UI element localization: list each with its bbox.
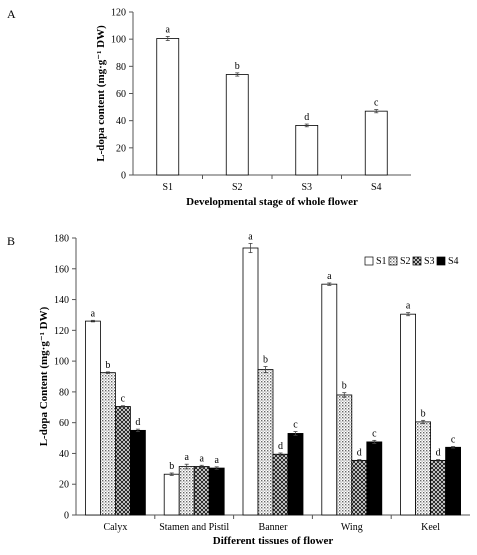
legend-label: S1 bbox=[376, 256, 387, 267]
bar bbox=[100, 372, 116, 516]
y-tick-label: 180 bbox=[54, 234, 69, 245]
bar bbox=[321, 283, 338, 516]
y-tick-label: 40 bbox=[59, 449, 69, 460]
significance-label: a bbox=[214, 455, 219, 466]
legend-label: S2 bbox=[400, 256, 411, 267]
significance-label: a bbox=[199, 453, 204, 464]
legend-label: S4 bbox=[448, 256, 459, 267]
legend-swatch bbox=[388, 256, 398, 266]
y-tick-label: 160 bbox=[54, 264, 69, 275]
significance-label: a bbox=[166, 24, 171, 35]
panel-letter: B bbox=[7, 234, 15, 248]
bar bbox=[287, 433, 304, 516]
bar bbox=[430, 459, 447, 516]
legend-label: S3 bbox=[424, 256, 435, 267]
significance-label: d bbox=[304, 112, 309, 123]
significance-label: d bbox=[278, 441, 283, 452]
bar bbox=[85, 320, 101, 516]
y-tick-label: 0 bbox=[121, 171, 126, 182]
y-tick-label: 80 bbox=[59, 387, 69, 398]
x-axis-title: Different tissues of flower bbox=[213, 535, 334, 547]
y-tick-label: 100 bbox=[111, 35, 126, 46]
bar bbox=[351, 459, 368, 516]
significance-label: a bbox=[184, 452, 189, 463]
y-tick-label: 20 bbox=[116, 143, 126, 154]
bar bbox=[272, 453, 289, 516]
x-tick-label: Calyx bbox=[103, 522, 127, 533]
x-tick-label: Wing bbox=[341, 522, 363, 533]
bar bbox=[445, 446, 462, 516]
bar bbox=[163, 473, 180, 516]
bar bbox=[295, 125, 319, 176]
significance-label: c bbox=[374, 98, 379, 109]
significance-label: b bbox=[105, 360, 110, 371]
bar bbox=[366, 441, 383, 516]
significance-label: c bbox=[121, 394, 126, 405]
bar bbox=[400, 313, 417, 516]
y-tick-label: 140 bbox=[54, 295, 69, 306]
bar bbox=[225, 74, 249, 176]
bar bbox=[364, 110, 388, 176]
legend-swatch bbox=[412, 256, 422, 266]
significance-label: b bbox=[235, 61, 240, 72]
bar bbox=[115, 406, 131, 516]
y-tick-label: 60 bbox=[59, 418, 69, 429]
x-tick-label: Banner bbox=[259, 522, 289, 533]
significance-label: a bbox=[406, 301, 411, 312]
x-tick-label: S3 bbox=[301, 182, 312, 193]
bar bbox=[156, 38, 180, 176]
y-tick-label: 80 bbox=[116, 62, 126, 73]
bar bbox=[208, 467, 225, 516]
x-tick-label: S4 bbox=[371, 182, 382, 193]
bar bbox=[415, 421, 432, 516]
y-tick-label: 40 bbox=[116, 116, 126, 127]
y-tick-label: 20 bbox=[59, 480, 69, 491]
legend-swatch bbox=[364, 256, 374, 266]
significance-label: d bbox=[135, 417, 140, 428]
x-tick-label: Stamen and Pistil bbox=[159, 522, 229, 533]
significance-label: d bbox=[357, 448, 362, 459]
panel-letter: A bbox=[7, 7, 16, 21]
legend-swatch bbox=[436, 256, 446, 266]
x-tick-label: S1 bbox=[162, 182, 173, 193]
bar bbox=[178, 466, 195, 516]
bar bbox=[242, 247, 259, 516]
significance-label: b bbox=[169, 461, 174, 472]
bar bbox=[257, 369, 274, 516]
bar bbox=[336, 394, 353, 516]
significance-label: a bbox=[327, 271, 332, 282]
bar bbox=[193, 466, 210, 516]
significance-label: a bbox=[248, 231, 253, 242]
significance-label: b bbox=[421, 408, 426, 419]
x-tick-label: Keel bbox=[421, 522, 440, 533]
y-axis-title: L-dopa content (mg·g⁻¹ DW) bbox=[95, 25, 107, 162]
y-tick-label: 120 bbox=[54, 326, 69, 337]
x-tick-label: S2 bbox=[232, 182, 243, 193]
significance-label: a bbox=[91, 308, 96, 319]
significance-label: c bbox=[293, 420, 298, 431]
x-axis-title: Developmental stage of whole flower bbox=[186, 196, 358, 208]
significance-label: d bbox=[436, 448, 441, 459]
significance-label: b bbox=[263, 354, 268, 365]
y-tick-label: 60 bbox=[116, 89, 126, 100]
y-axis-title: L-dopa Content (mg·g⁻¹ DW) bbox=[38, 306, 50, 446]
significance-label: c bbox=[372, 428, 377, 439]
y-tick-label: 0 bbox=[64, 511, 69, 522]
panel-b: B 0 20 40 60 80 100 120 140 160 180 L-dopa Content … bbox=[7, 231, 470, 547]
panel-a: A 0 20 40 60 80 100 120 L-dopa content (mg·g⁻¹ D… bbox=[7, 7, 411, 208]
significance-label: c bbox=[451, 435, 456, 446]
y-tick-label: 120 bbox=[111, 8, 126, 19]
bar bbox=[129, 429, 146, 516]
y-tick-label: 100 bbox=[54, 357, 69, 368]
significance-label: b bbox=[342, 381, 347, 392]
